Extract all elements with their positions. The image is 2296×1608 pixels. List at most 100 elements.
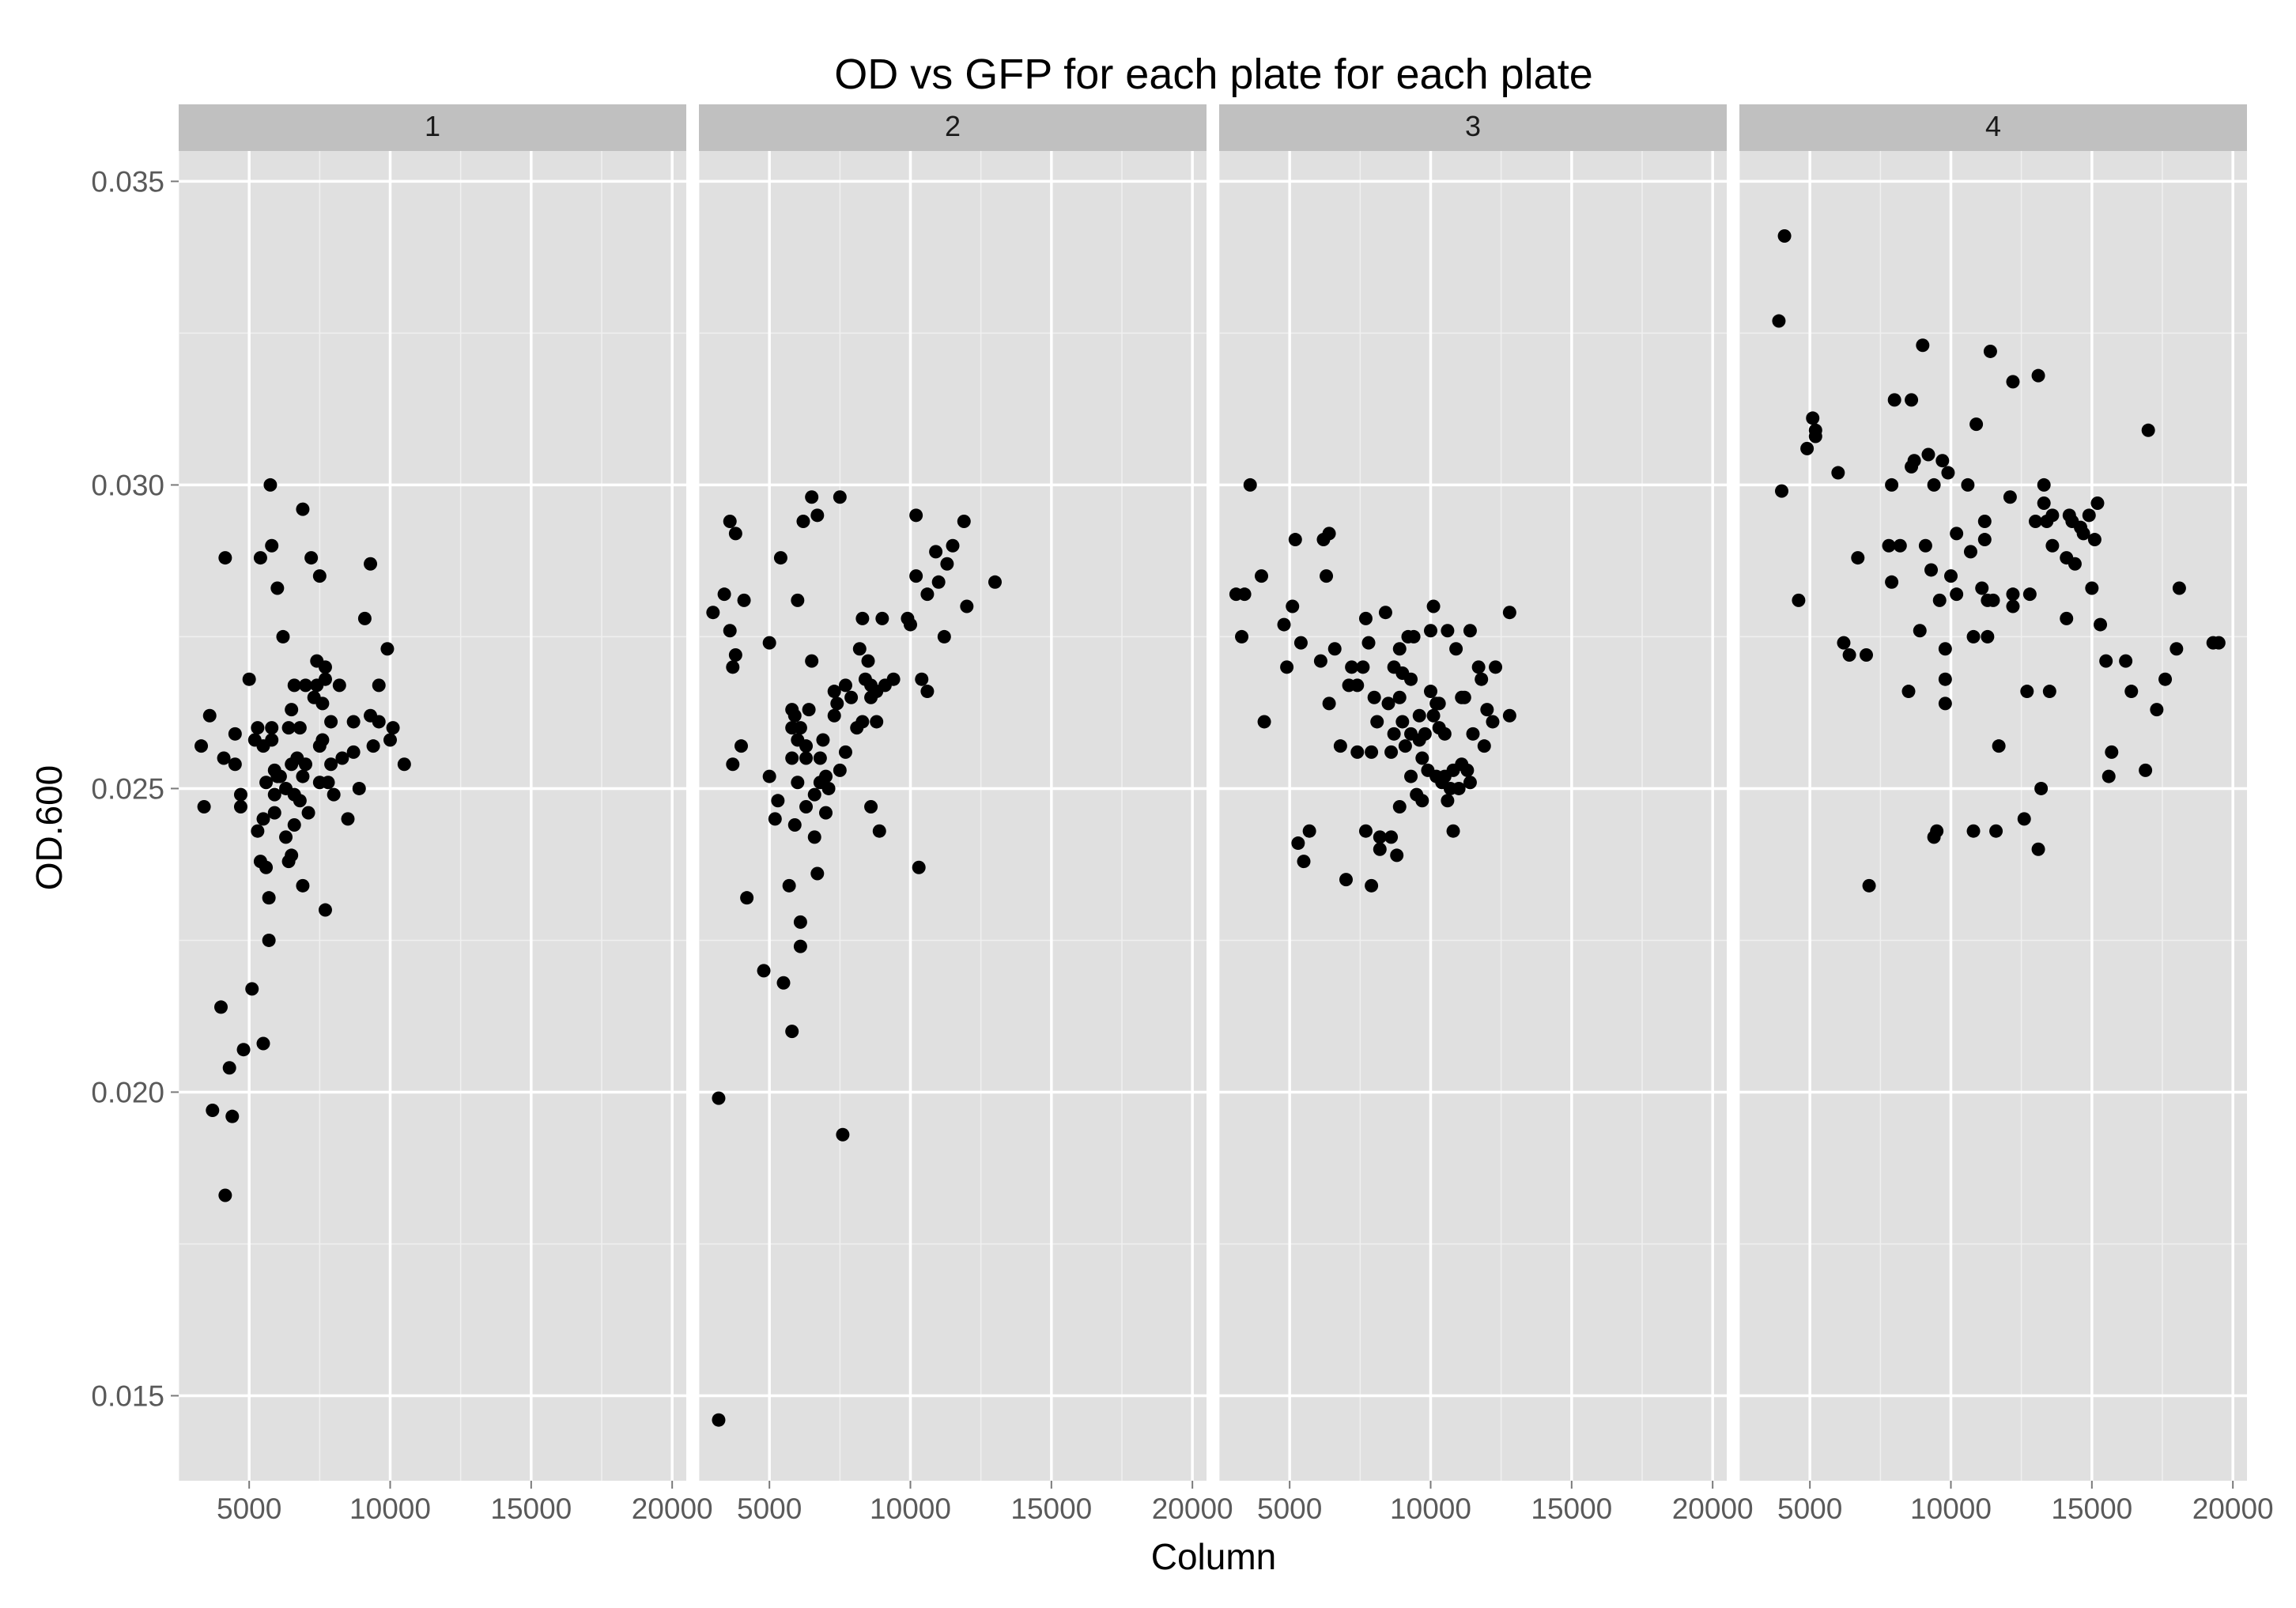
data-point (1969, 417, 1984, 432)
data-point (304, 551, 319, 565)
data-point (1370, 715, 1384, 729)
data-point (267, 806, 281, 820)
data-point (1775, 484, 1788, 498)
data-point (836, 1127, 850, 1142)
data-point (799, 799, 814, 813)
data-point (2090, 496, 2105, 510)
data-point (793, 721, 807, 735)
data-point (366, 739, 380, 753)
data-point (2150, 703, 2164, 717)
data-point (1392, 690, 1407, 704)
data-point (2022, 587, 2037, 602)
data-point (1373, 830, 1387, 844)
y-tick-label: 0.015 (91, 1380, 164, 1412)
data-point (265, 538, 279, 553)
data-point (872, 824, 886, 838)
data-point (807, 830, 821, 844)
x-tick-label: 15000 (1531, 1493, 1612, 1525)
data-point (1862, 878, 1876, 893)
data-point (1950, 587, 1964, 602)
data-point (2006, 375, 2020, 389)
data-point (217, 751, 231, 765)
facet-strip-3 (1219, 104, 1727, 151)
data-point (256, 812, 270, 826)
data-point (728, 647, 742, 662)
x-tick-label: 20000 (1672, 1493, 1754, 1525)
data-point (827, 708, 841, 723)
facet-strip-label-4: 4 (1985, 110, 2001, 142)
data-point (1361, 636, 1376, 650)
data-point (263, 477, 278, 492)
data-point (1237, 587, 1252, 602)
data-point (296, 502, 310, 516)
data-point (1378, 606, 1392, 620)
data-point (1407, 629, 1421, 644)
data-point (762, 769, 776, 783)
data-point (791, 593, 805, 607)
data-point (1313, 654, 1327, 668)
data-point (717, 587, 731, 602)
data-point (785, 751, 799, 765)
data-point (1924, 563, 1939, 577)
data-point (1986, 593, 2000, 607)
data-point (262, 933, 276, 947)
data-point (1477, 739, 1491, 753)
x-tick-label: 5000 (217, 1493, 281, 1525)
data-point (276, 629, 290, 644)
data-point (341, 812, 355, 826)
data-point (1373, 842, 1387, 856)
data-point (372, 715, 386, 729)
data-point (2029, 515, 2042, 529)
data-point (844, 690, 859, 704)
data-point (960, 599, 974, 613)
data-point (1800, 441, 1815, 455)
data-point (852, 642, 867, 656)
data-point (861, 654, 875, 668)
facet-strip-2 (699, 104, 1207, 151)
data-point (2042, 685, 2056, 699)
data-point (262, 891, 276, 905)
data-point (1935, 454, 1950, 468)
data-point (1395, 715, 1410, 729)
data-point (225, 1109, 240, 1123)
data-point (2105, 745, 2119, 759)
data-point (855, 611, 870, 625)
data-point (723, 624, 737, 638)
data-point (228, 757, 242, 772)
data-point (929, 545, 943, 559)
facet-strip-4 (1739, 104, 2247, 151)
data-point (1916, 338, 1930, 353)
data-point (807, 787, 821, 802)
data-point (301, 806, 315, 820)
data-point (810, 508, 825, 523)
data-point (251, 824, 265, 838)
data-point (2003, 490, 2017, 504)
data-point (904, 617, 917, 632)
data-point (1981, 629, 1995, 644)
data-point (197, 799, 211, 813)
data-point (1966, 629, 1981, 644)
facet-grid-2 (699, 151, 1207, 1481)
data-point (1398, 739, 1412, 753)
facet-points-1 (194, 477, 411, 1202)
data-point (1365, 745, 1379, 759)
data-point (194, 739, 209, 753)
data-point (1277, 617, 1291, 632)
data-point (270, 581, 285, 595)
data-point (728, 527, 742, 541)
x-tick-label: 5000 (1777, 1493, 1842, 1525)
data-point (1322, 527, 1336, 541)
data-point (2006, 599, 2020, 613)
data-point (1356, 660, 1370, 674)
facet-points-4 (1772, 229, 2226, 893)
data-point (791, 776, 805, 790)
data-point (1950, 527, 1964, 541)
data-point (380, 642, 395, 656)
data-point (383, 733, 397, 747)
data-point (1460, 763, 1475, 777)
data-point (1339, 873, 1353, 887)
data-point (265, 721, 279, 735)
data-point (937, 629, 951, 644)
data-point (265, 733, 279, 747)
data-point (346, 715, 361, 729)
